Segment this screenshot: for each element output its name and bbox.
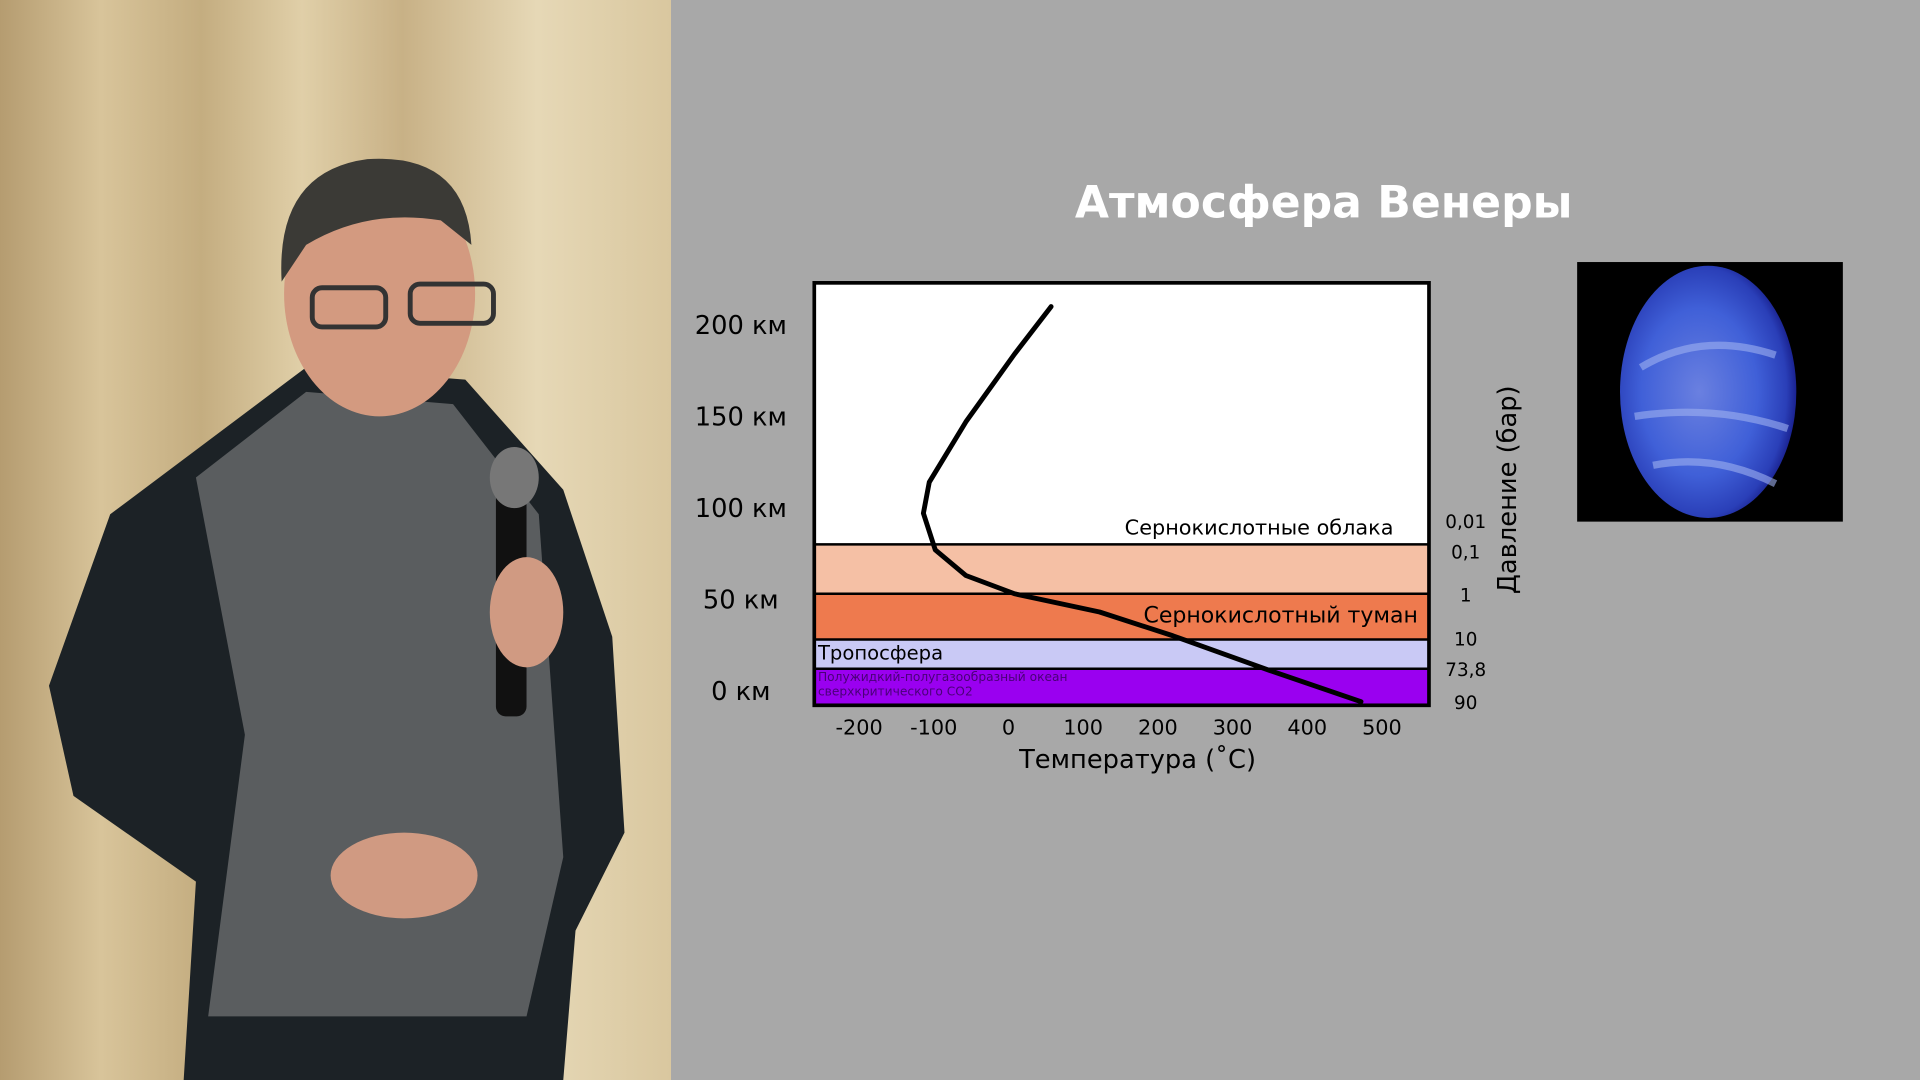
hand [489, 557, 564, 668]
pressure-label: 73,8 [1445, 660, 1486, 681]
x-tick-label: 500 [1362, 716, 1402, 740]
y-tick-label: 200 км [695, 311, 787, 341]
pressure-label: 1 [1460, 585, 1472, 606]
y-tick-label: 0 км [711, 677, 770, 707]
x-axis-label: Температура (˚C) [1018, 745, 1256, 775]
x-tick-label: -200 [835, 716, 882, 740]
y-tick-label: 150 км [695, 403, 787, 433]
head [284, 171, 476, 417]
venus-clouds [1634, 341, 1789, 487]
pressure-label: 0,01 [1445, 512, 1486, 533]
microphone-head [489, 446, 539, 509]
layer-band [814, 668, 1429, 706]
slide-title: Атмосфера Венеры [1075, 178, 1573, 229]
layer-label: Полужидкий-полугазообразный океан [818, 670, 1068, 684]
hand [330, 832, 478, 919]
temperature-curve [920, 304, 1364, 705]
layer-band [814, 639, 1429, 669]
glasses [309, 285, 389, 330]
layer-band [814, 544, 1429, 594]
x-tick-label: 300 [1213, 716, 1253, 740]
hair [281, 158, 472, 282]
y-tick-label: 50 км [703, 586, 779, 616]
x-tick-label: 0 [1002, 716, 1015, 740]
layer-label: Сернокислотные облака [1125, 515, 1394, 539]
glasses [407, 281, 496, 326]
x-tick-label: 400 [1287, 716, 1327, 740]
y2-axis-label: Давление (бар) [1493, 385, 1523, 594]
layer-label: Тропосфера [817, 642, 943, 665]
pressure-label: 0,1 [1451, 542, 1480, 563]
layer-label: сверхкритического CO2 [818, 684, 973, 698]
plot-frame [812, 281, 1431, 708]
x-tick-label: 100 [1063, 716, 1103, 740]
x-tick-label: 200 [1138, 716, 1178, 740]
pressure-label: 90 [1454, 693, 1477, 714]
venus-image [1577, 262, 1843, 522]
venus-disk [1620, 265, 1797, 518]
x-tick-label: -100 [910, 716, 957, 740]
y-tick-label: 100 км [695, 494, 787, 524]
chart: Сернокислотные облака Сернокислотный тума… [695, 281, 1523, 775]
pressure-label: 10 [1454, 629, 1477, 650]
layer-label: Сернокислотный туман [1143, 604, 1417, 629]
speaker-video [0, 0, 672, 1080]
